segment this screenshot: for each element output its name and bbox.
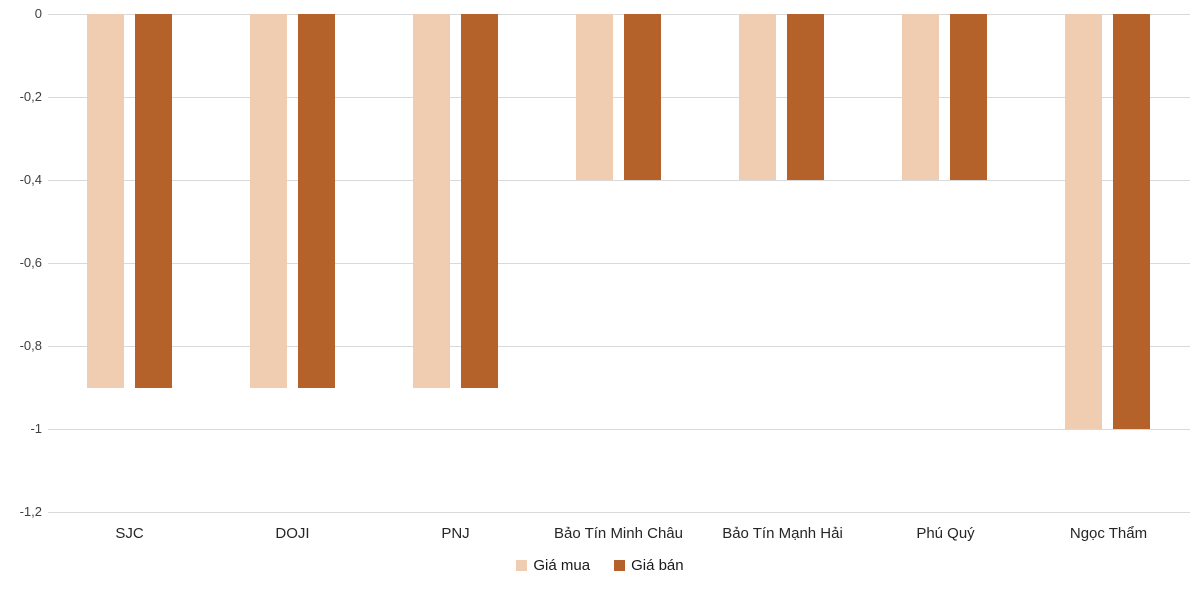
y-axis-tick-label: -0,4	[19, 172, 42, 187]
legend-label: Giá bán	[631, 557, 684, 574]
bar-gia-mua	[1065, 14, 1102, 429]
x-axis-label: Bảo Tín Mạnh Hải	[722, 525, 843, 542]
bar-gia-ban	[298, 14, 335, 388]
bar-gia-mua	[739, 14, 776, 180]
y-axis-tick-label: -1	[30, 421, 42, 436]
legend-swatch	[614, 560, 626, 571]
bar-gia-mua	[576, 14, 613, 180]
gridline	[48, 180, 1190, 181]
bar-gia-mua	[87, 14, 124, 388]
legend-item: Giá bán	[614, 557, 684, 574]
x-axis-label: DOJI	[275, 525, 310, 542]
gridline	[48, 14, 1190, 15]
legend-item: Giá mua	[516, 557, 590, 574]
y-axis-tick-label: -0,6	[19, 255, 42, 270]
legend-swatch	[516, 560, 528, 571]
bar-gia-mua	[250, 14, 287, 388]
y-axis-tick-label: -0,2	[19, 89, 42, 104]
gridline	[48, 263, 1190, 264]
bar-gia-ban	[135, 14, 172, 388]
x-axis-label: Bảo Tín Minh Châu	[554, 525, 683, 542]
gridline	[48, 429, 1190, 430]
bar-gia-ban	[624, 14, 661, 180]
gridline	[48, 346, 1190, 347]
x-axis-label: PNJ	[441, 525, 470, 542]
bar-gia-ban	[787, 14, 824, 180]
legend: Giá mua Giá bán	[0, 557, 1200, 574]
gridline	[48, 512, 1190, 513]
y-axis-tick-label: -1,2	[19, 504, 42, 519]
bar-gia-mua	[413, 14, 450, 388]
y-axis-tick-label: -0,8	[19, 338, 42, 353]
gridline	[48, 97, 1190, 98]
bar-gia-ban	[1113, 14, 1150, 429]
bar-gia-mua	[902, 14, 939, 180]
x-axis-label: Phú Quý	[916, 525, 975, 542]
y-axis-tick-label: 0	[34, 6, 42, 21]
legend-label: Giá mua	[533, 557, 591, 574]
x-axis-label: SJC	[115, 525, 144, 542]
bar-gia-ban	[461, 14, 498, 388]
x-axis-label: Ngọc Thẩm	[1069, 525, 1148, 542]
bar-gia-ban	[950, 14, 987, 180]
